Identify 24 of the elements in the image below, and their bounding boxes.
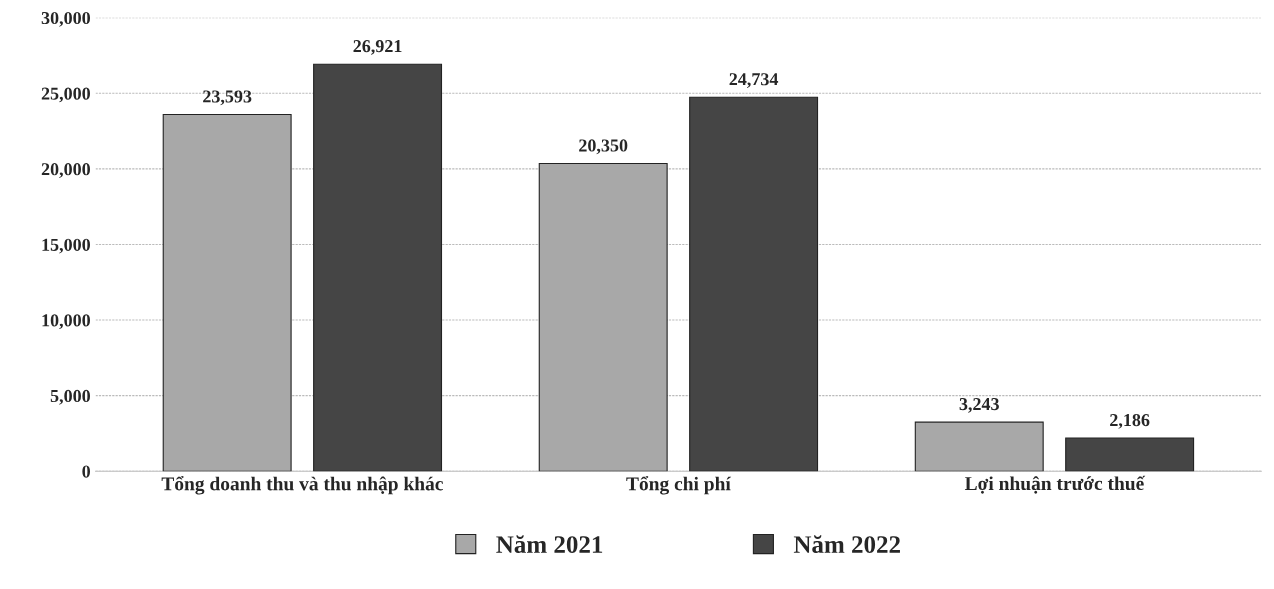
y-tick-label: 10,000 (42, 314, 90, 330)
y-tick-label: 0 (82, 465, 90, 478)
x-tick-label: Lợi nhuận trước thuế (964, 475, 1146, 494)
legend-label: Năm 2022 (793, 535, 900, 554)
bar (1065, 437, 1195, 472)
text: 20,350 (579, 139, 628, 155)
bar (538, 163, 668, 472)
bar (914, 421, 1044, 472)
bar (313, 63, 443, 472)
text: 23,593 (203, 90, 252, 106)
x-tick-label: Tổng doanh thu và thu nhập khác (161, 476, 443, 495)
text: 2,186 (1110, 413, 1150, 429)
y-tick-label: 15,000 (42, 238, 90, 254)
text: 24,734 (729, 73, 779, 88)
y-tick-label: 25,000 (41, 87, 90, 103)
text: 26,921 (353, 40, 402, 55)
text: 3,243 (959, 398, 999, 413)
y-tick-label: 30,000 (41, 11, 90, 27)
bar (162, 113, 292, 472)
bar (689, 96, 819, 472)
y-tick-label: 5,000 (50, 389, 90, 405)
y-tick-label: 20,000 (41, 163, 90, 178)
legend-label: Năm 2021 (496, 535, 603, 554)
x-tick-label: Tổng chi phí (626, 476, 732, 495)
